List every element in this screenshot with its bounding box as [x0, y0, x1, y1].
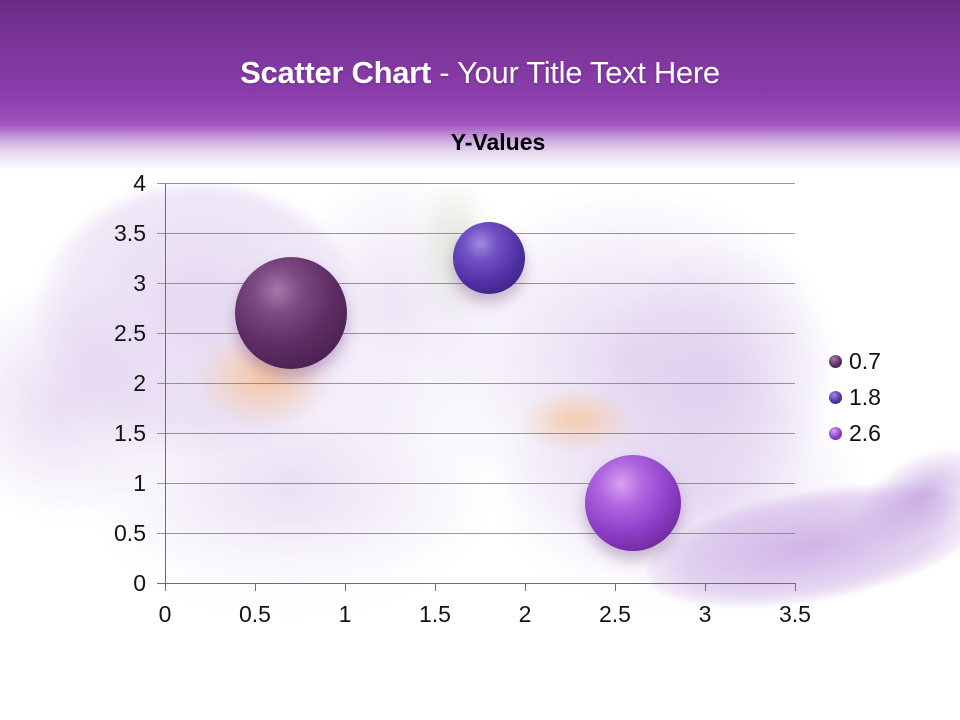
y-tick-label: 3.5	[114, 220, 146, 246]
y-tick-label: 1	[133, 470, 146, 496]
legend-marker	[829, 354, 842, 368]
x-axis-tick	[345, 583, 346, 591]
chart-legend: 0.7 1.8 2.6	[829, 343, 881, 451]
legend-label: 2.6	[849, 419, 881, 446]
gridline	[157, 183, 795, 184]
gridline	[157, 333, 795, 334]
x-axis-tick	[165, 583, 166, 591]
slide-title-rest: - Your Title Text Here	[430, 55, 720, 90]
plot-area	[157, 183, 796, 591]
x-axis-tick	[615, 583, 616, 591]
x-tick-label: 3	[698, 601, 712, 627]
legend-label: 1.8	[849, 383, 881, 410]
x-axis-tick	[435, 583, 436, 591]
legend-marker	[829, 426, 842, 440]
legend-label: 0.7	[849, 347, 881, 374]
y-tick-label: 1.5	[114, 420, 146, 446]
y-tick-label: 4	[133, 170, 146, 196]
gridline	[157, 383, 795, 384]
x-axis-tick	[255, 583, 256, 591]
x-axis-line	[157, 583, 795, 584]
slide-header: Scatter Chart - Your Title Text Here	[0, 0, 960, 170]
x-axis-tick	[525, 583, 526, 591]
y-tick-label: 2.5	[114, 320, 146, 346]
x-tick-label: 2	[518, 601, 532, 627]
x-tick-label: 2.5	[599, 601, 631, 627]
slide-title-bold: Scatter Chart	[240, 55, 431, 90]
gridline	[157, 433, 795, 434]
legend-item: 1.8	[829, 379, 881, 415]
x-axis-tick	[795, 583, 796, 591]
legend-item: 0.7	[829, 343, 881, 379]
bubble	[235, 257, 347, 369]
x-axis-tick	[705, 583, 706, 591]
x-tick-label: 0	[158, 601, 172, 627]
y-tick-label: 0	[133, 570, 146, 596]
x-tick-label: 0.5	[239, 601, 271, 627]
y-tick-label: 3	[133, 270, 146, 296]
gridline	[157, 533, 795, 534]
gridline	[157, 483, 795, 484]
y-tick-label: 2	[133, 370, 146, 396]
chart-title: Y-Values	[450, 129, 546, 155]
bubble	[453, 222, 525, 294]
slide-title: Scatter Chart - Your Title Text Here	[0, 53, 960, 93]
bubble	[585, 455, 681, 551]
x-tick-label: 1	[338, 601, 352, 627]
x-tick-label: 3.5	[779, 601, 811, 627]
y-axis-line	[165, 183, 166, 591]
x-tick-label: 1.5	[419, 601, 451, 627]
flower-stamen	[518, 388, 633, 452]
legend-marker	[829, 390, 842, 404]
y-tick-label: 0.5	[114, 520, 146, 546]
legend-item: 2.6	[829, 415, 881, 451]
